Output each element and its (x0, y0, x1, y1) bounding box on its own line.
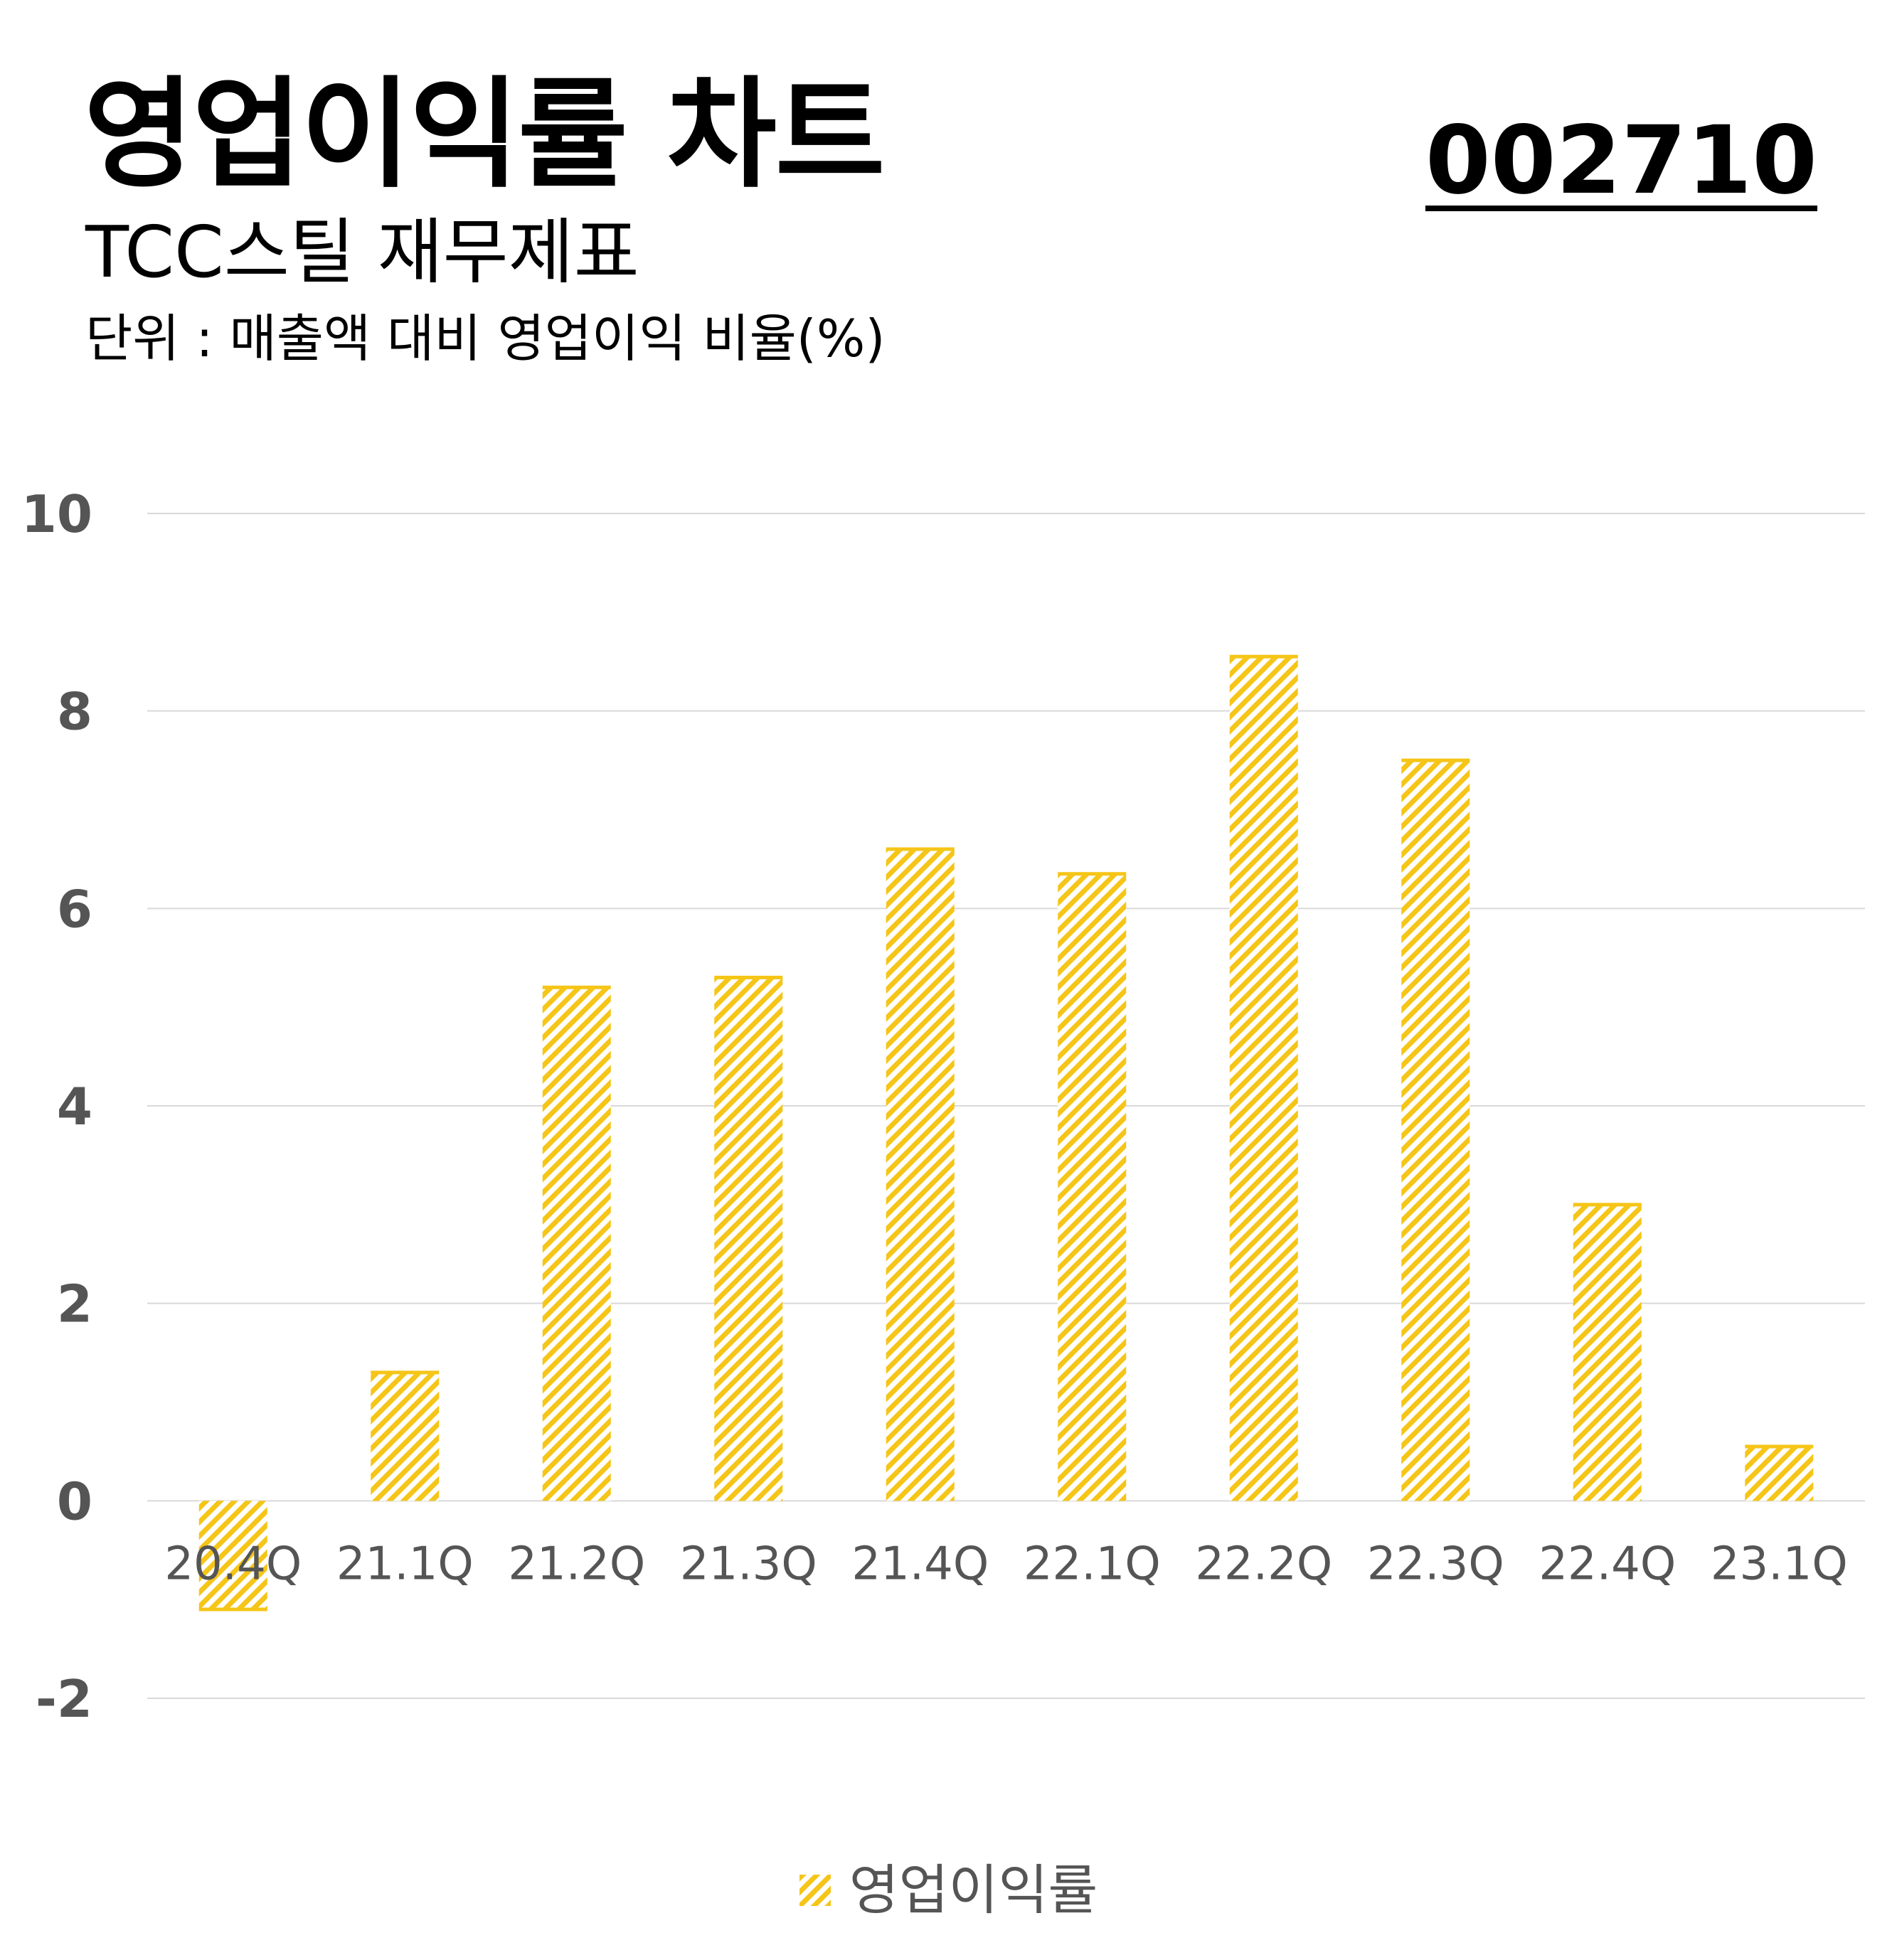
bar-21.4Q (886, 849, 955, 1501)
x-tick-label: 23.1Q (1711, 1538, 1848, 1590)
x-tick-label: 22.1Q (1024, 1538, 1161, 1590)
legend-label: 영업이익률 (849, 1858, 1098, 1922)
bar-22.1Q (1058, 873, 1127, 1501)
x-tick-label: 21.2Q (508, 1538, 645, 1590)
bar-23.1Q (1745, 1446, 1814, 1501)
x-tick-label: 22.2Q (1195, 1538, 1332, 1590)
x-tick-label: 22.3Q (1367, 1538, 1504, 1590)
bar-22.3Q (1401, 760, 1470, 1501)
y-axis-ticks: 10 8 6 4 2 0 -2 (21, 484, 92, 1729)
y-tick-label: 6 (57, 879, 92, 939)
bar-22.2Q (1229, 656, 1298, 1501)
y-tick-label: 10 (21, 484, 92, 544)
x-tick-label: 20.4Q (164, 1538, 302, 1590)
legend: 영업이익률 (0, 1863, 1897, 1917)
page-subtitle: TCC스틸 재무제표 (85, 211, 639, 294)
page-title: 영업이익률 차트 (84, 65, 885, 204)
bar-21.3Q (714, 977, 783, 1501)
y-tick-label: 4 (57, 1077, 92, 1136)
x-tick-label: 21.3Q (680, 1538, 817, 1590)
legend-swatch (799, 1875, 831, 1906)
y-tick-label: 8 (57, 682, 92, 742)
bars (198, 654, 1814, 1612)
y-tick-label: -2 (36, 1669, 92, 1729)
x-tick-label: 21.4Q (851, 1538, 989, 1590)
x-tick-label: 21.1Q (336, 1538, 474, 1590)
bar-22.4Q (1573, 1204, 1642, 1501)
bar-20.4Q (198, 1501, 267, 1610)
unit-note: 단위 : 매출액 대비 영업이익 비율(%) (85, 309, 886, 368)
bar-21.2Q (542, 987, 611, 1501)
stock-code: 002710 (1425, 106, 1817, 215)
bar-21.1Q (371, 1372, 440, 1501)
x-axis-ticks: 20.4Q 21.1Q 21.2Q 21.3Q 21.4Q 22.1Q 22.2Q 22.3Q… (164, 1538, 1847, 1590)
y-tick-label: 0 (57, 1471, 92, 1531)
y-tick-label: 2 (57, 1274, 92, 1334)
x-tick-label: 22.4Q (1539, 1538, 1676, 1590)
grid-lines (147, 513, 1865, 1699)
